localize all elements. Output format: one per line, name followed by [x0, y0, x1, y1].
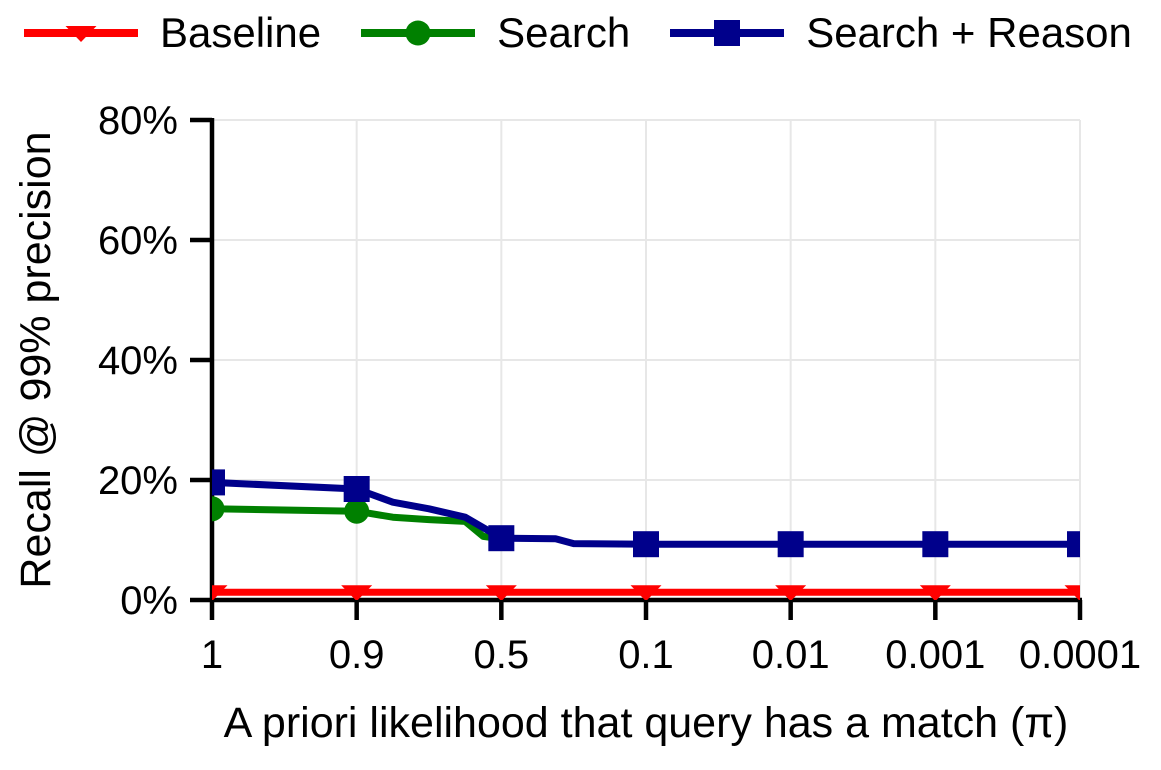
legend-label-search: Search: [497, 9, 631, 56]
triangle-down-marker: [630, 585, 662, 600]
triangle-down-marker: [485, 585, 517, 600]
series-group: [212, 469, 1080, 600]
y-axis-title: Recall @ 99% precision: [12, 131, 60, 588]
y-tick-label: 0%: [120, 579, 178, 623]
x-tick-label: 1: [201, 633, 223, 677]
x-tick-label: 0.0001: [1019, 633, 1141, 677]
legend-item-baseline: Baseline: [22, 4, 321, 62]
square-marker: [922, 531, 949, 558]
square-marker: [343, 476, 370, 502]
y-tick-label: 20%: [98, 459, 178, 503]
x-tick-label: 0.5: [474, 633, 530, 677]
x-tick-label: 0.9: [329, 633, 385, 677]
y-tick-label: 60%: [98, 219, 178, 263]
legend-square-marker: [714, 20, 741, 46]
legend-item-search-reason: Search + Reason: [668, 4, 1132, 62]
legend: Baseline Search Search + Reason: [22, 4, 1132, 62]
circle-marker: [212, 496, 225, 522]
y-tick-label: 80%: [98, 99, 178, 143]
legend-label-baseline: Baseline: [160, 9, 322, 56]
x-tick-label: 0.1: [618, 633, 674, 677]
square-marker: [1067, 531, 1080, 558]
square-marker: [212, 469, 225, 496]
circle-marker: [344, 498, 370, 524]
search-reason-square-marker-icon: [670, 20, 785, 46]
square-marker: [777, 531, 804, 558]
baseline-triangle-marker-icon: [24, 26, 138, 42]
legend-item-search: Search: [359, 4, 630, 62]
triangle-down-marker: [919, 585, 951, 600]
triangle-down-marker: [212, 585, 228, 600]
x-axis-title: A priori likelihood that query has a mat…: [224, 699, 1069, 747]
series-line-search-reason: [212, 478, 1080, 548]
square-marker: [633, 531, 659, 558]
legend-label-search-reason: Search + Reason: [806, 9, 1132, 56]
legend-triangle-down-marker: [65, 26, 97, 42]
legend-circle-marker: [405, 20, 431, 46]
triangle-down-marker: [1064, 585, 1080, 600]
triangle-down-marker: [775, 585, 807, 600]
square-marker: [488, 525, 515, 552]
y-tick-label: 40%: [98, 339, 178, 383]
x-tick-label: 0.001: [885, 633, 985, 677]
triangle-down-marker: [341, 585, 373, 600]
search-circle-marker-icon: [361, 20, 476, 46]
x-tick-label: 0.01: [752, 633, 830, 677]
